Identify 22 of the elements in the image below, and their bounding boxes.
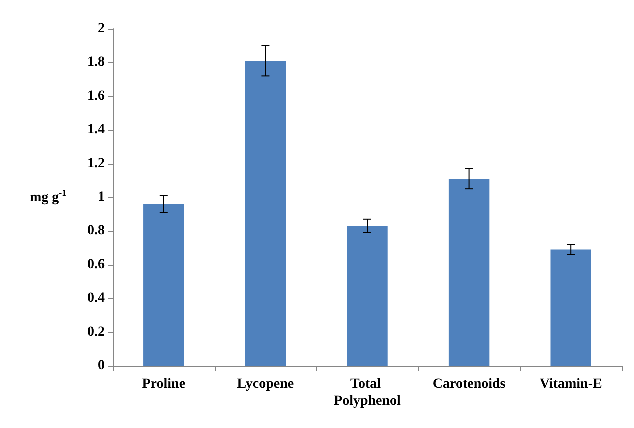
y-tick-label: 1.2 [88, 156, 105, 172]
bar [550, 250, 592, 366]
y-axis-title: mg g$^{-1}$ [30, 188, 67, 207]
y-tick-label: 0 [98, 358, 105, 374]
y-tick-label: 0.4 [88, 291, 105, 306]
x-tick-label: Proline [142, 377, 186, 392]
y-tick-label: 0.2 [88, 324, 105, 340]
bar [144, 204, 184, 366]
y-tick-label: 2 [98, 22, 105, 36]
x-tick-label: Total Polyphenol [334, 377, 402, 409]
bar [448, 178, 490, 366]
x-tick-label: Lycopene [237, 377, 294, 392]
bar [347, 226, 388, 366]
y-tick-label: 0.6 [88, 257, 105, 272]
y-tick-label: 1 [98, 190, 105, 205]
y-tick-label: 0.8 [88, 224, 105, 239]
y-tick-label: 1.4 [88, 122, 105, 138]
x-tick-label: Carotenoids [432, 377, 506, 392]
y-tick-label: 1.8 [88, 55, 105, 70]
bar [245, 61, 286, 366]
x-tick-label: Vitamin-E [540, 377, 602, 392]
y-tick-label: 1.6 [88, 88, 105, 104]
